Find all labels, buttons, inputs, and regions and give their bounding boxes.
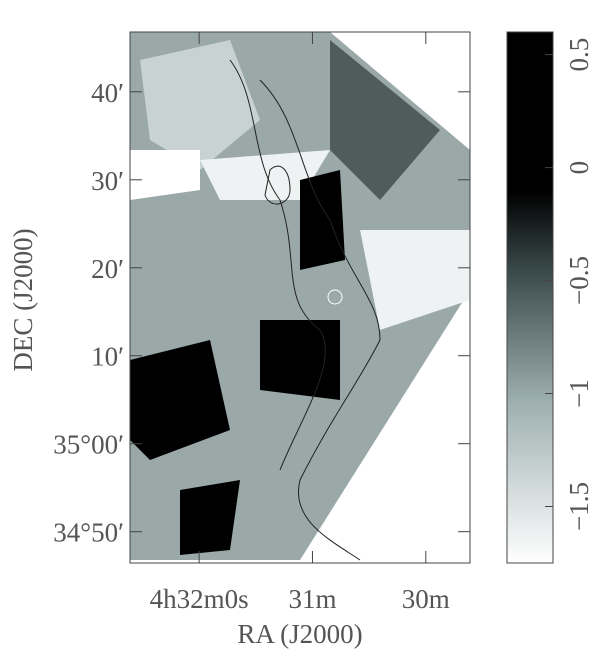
y-tick-label: 20′ (91, 254, 124, 284)
colorbar (506, 31, 554, 564)
x-tick-label: 31m (288, 584, 336, 614)
x-tick-label: 4h32m0s (150, 584, 249, 614)
y-tick-label: 10′ (91, 342, 124, 372)
y-tick-label: 35°00′ (53, 430, 124, 460)
y-tick-label: 34°50′ (53, 518, 124, 548)
plot-frame (129, 31, 471, 564)
colorbar-tick-label: −1.5 (564, 482, 594, 531)
colorbar-tick-label: −0.5 (564, 256, 594, 305)
y-axis-label: DEC (J2000) (8, 228, 38, 371)
colorbar-tick-label: 0 (564, 161, 594, 175)
colorbar-tick-label: 0.5 (564, 38, 594, 72)
x-axis-label: RA (J2000) (237, 619, 362, 649)
y-tick-label: 30′ (91, 166, 124, 196)
y-tick-label: 40′ (91, 78, 124, 108)
image-map (130, 32, 470, 561)
colorbar-tick-label: −1 (564, 379, 594, 408)
x-tick-label: 30m (402, 584, 450, 614)
